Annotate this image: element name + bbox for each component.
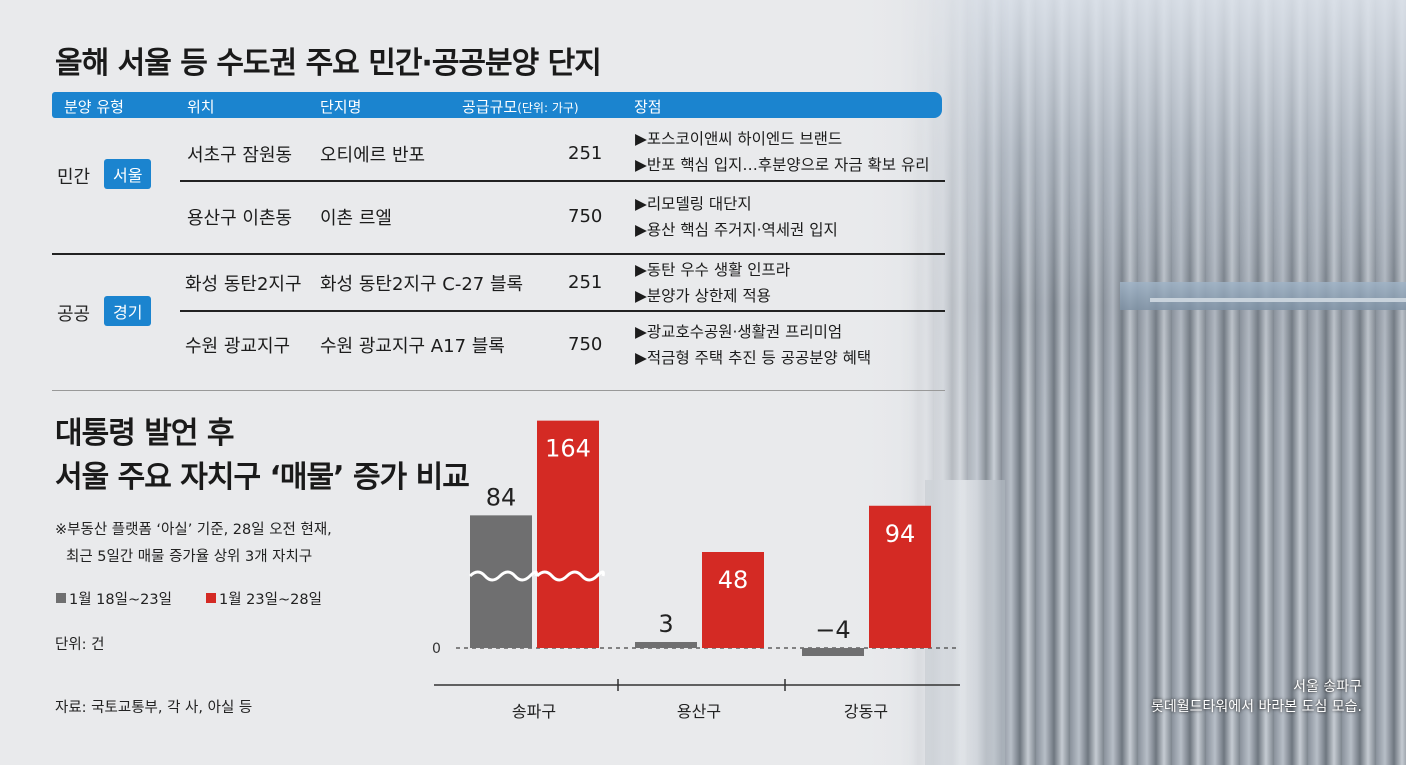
table-title: 올해 서울 등 수도권 주요 민간·공공분양 단지 <box>55 46 602 81</box>
bar-chart: 0 84 164 송파구 3 48 용산구 −4 94 강동구 <box>432 420 960 721</box>
table-header: 분양 유형 위치 단지명 공급규모(단위: 가구) 장점 <box>52 92 942 118</box>
header-type: 분양 유형 <box>64 98 124 116</box>
row3-merit1: ▶동탄 우수 생활 인프라 <box>635 261 791 279</box>
row1-complex: 오티에르 반포 <box>320 145 426 166</box>
row4-supply: 750 <box>568 334 603 355</box>
category-label: 송파구 <box>512 702 556 721</box>
chart-unit: 단위: 건 <box>55 637 105 653</box>
chart-title: 대통령 발언 후 서울 주요 자치구 ‘매물’ 증가 비교 <box>55 412 470 500</box>
legend-label-2: 1월 23일~28일 <box>219 592 322 608</box>
row4-location: 수원 광교지구 <box>185 336 291 357</box>
bar-value-label: −4 <box>815 616 850 644</box>
photo-caption-line2: 롯데월드타워에서 바라본 도심 모습. <box>1151 699 1362 715</box>
chart-source: 자료: 국토교통부, 각 사, 아실 등 <box>55 700 253 716</box>
header-supply-label: 공급규모 <box>462 98 518 116</box>
row2-supply: 750 <box>568 206 603 227</box>
bar-gray <box>802 648 864 656</box>
bar-value-label: 84 <box>486 483 517 511</box>
category-label: 용산구 <box>677 702 721 721</box>
header-location: 위치 <box>187 98 215 116</box>
bar-red <box>869 505 931 648</box>
category-label: 강동구 <box>844 702 888 721</box>
row3-complex: 화성 동탄2지구 C-27 블록 <box>320 274 524 295</box>
legend-label-1: 1월 18일~23일 <box>69 592 172 608</box>
row4-complex: 수원 광교지구 A17 블록 <box>320 336 505 357</box>
bar-value-label: 164 <box>545 435 591 463</box>
zero-tick-label: 0 <box>432 641 441 657</box>
bar-red <box>702 552 764 648</box>
region-badge-seoul: 서울 <box>104 159 152 189</box>
axis-break-mark <box>468 570 538 582</box>
bar-gray <box>635 642 697 648</box>
bar-gray <box>470 515 532 648</box>
legend-swatch-gray <box>56 593 66 603</box>
region-badge-gyeonggi: 경기 <box>104 296 152 326</box>
group-type-private: 민간 <box>57 167 91 188</box>
legend-swatch-red <box>206 593 216 603</box>
row1-supply: 251 <box>568 143 603 164</box>
row4-merit2: ▶적금형 주택 추진 등 공공분양 혜택 <box>635 349 872 367</box>
axis-break-mark <box>535 570 605 582</box>
row-divider <box>180 310 945 312</box>
river-photo-detail <box>1120 282 1406 310</box>
row1-merit1: ▶포스코이앤씨 하이엔드 브랜드 <box>635 130 843 148</box>
header-supply: 공급규모(단위: 가구) <box>462 96 579 117</box>
chart-title-line2: 서울 주요 자치구 ‘매물’ 증가 비교 <box>55 460 470 495</box>
row1-location: 서초구 잠원동 <box>187 145 293 166</box>
bridge-photo-detail <box>1150 298 1406 302</box>
row2-merit2: ▶용산 핵심 주거지·역세권 입지 <box>635 221 838 239</box>
section-divider <box>52 390 945 391</box>
header-complex: 단지명 <box>320 98 362 116</box>
row1-merit2: ▶반포 핵심 입지…후분양으로 자금 확보 유리 <box>635 156 930 174</box>
bar-value-label: 94 <box>885 520 916 548</box>
chart-title-line1: 대통령 발언 후 <box>55 416 234 451</box>
header-supply-unit: (단위: 가구) <box>517 101 579 115</box>
row3-merit2: ▶분양가 상한제 적용 <box>635 287 771 305</box>
row3-supply: 251 <box>568 272 603 293</box>
row3-location: 화성 동탄2지구 <box>185 274 302 295</box>
bar-red <box>537 420 599 648</box>
row-divider <box>180 180 945 182</box>
bar-value-label: 3 <box>658 610 673 638</box>
row2-complex: 이촌 르엘 <box>320 208 392 229</box>
group-divider <box>52 253 945 255</box>
photo-caption-line1: 서울 송파구 <box>1293 679 1362 695</box>
row2-merit1: ▶리모델링 대단지 <box>635 195 752 213</box>
row4-merit1: ▶광교호수공원·생활권 프리미엄 <box>635 323 843 341</box>
row2-location: 용산구 이촌동 <box>187 208 293 229</box>
bar-value-label: 48 <box>718 566 749 594</box>
header-merits: 장점 <box>634 98 662 116</box>
chart-note-line1: ※부동산 플랫폼 ‘아실’ 기준, 28일 오전 현재, <box>55 522 332 538</box>
chart-note-line2: 최근 5일간 매물 증가율 상위 3개 자치구 <box>66 549 313 565</box>
group-type-public: 공공 <box>57 304 91 325</box>
